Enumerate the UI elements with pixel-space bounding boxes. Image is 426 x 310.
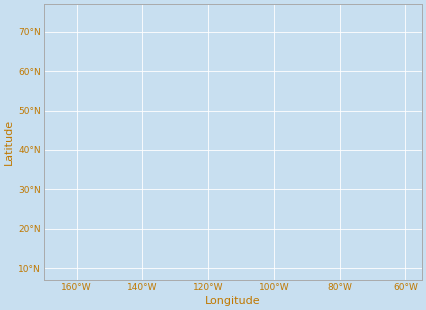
X-axis label: Longitude: Longitude (205, 296, 261, 306)
Y-axis label: Latitude: Latitude (4, 119, 14, 165)
